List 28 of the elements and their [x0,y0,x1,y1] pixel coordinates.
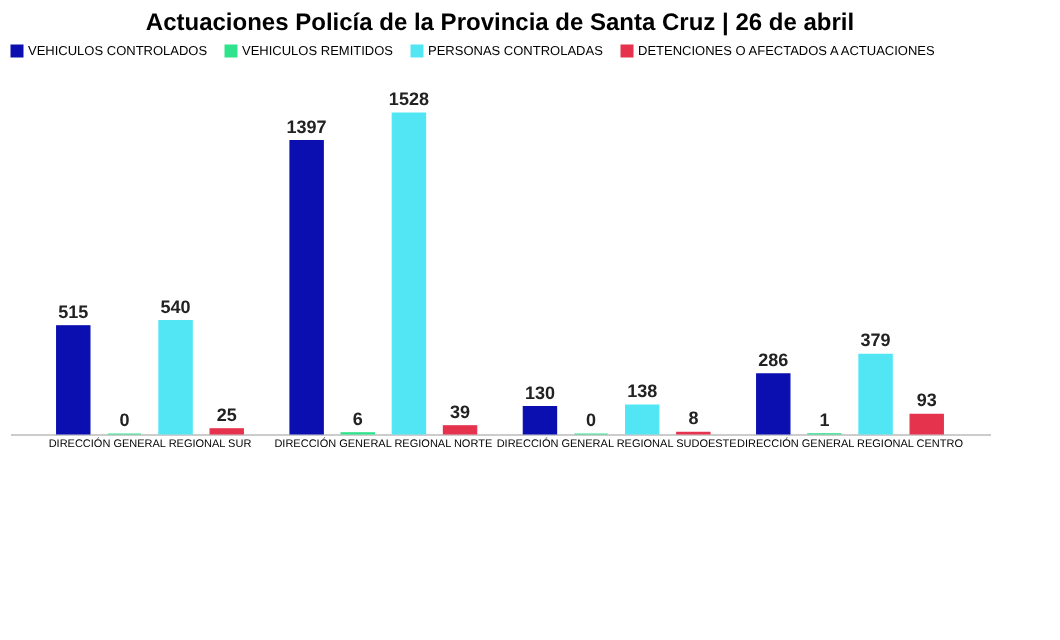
data-label: 515 [58,301,89,322]
chart-title: Actuaciones Policía de la Provincia de Santa Cruz | 26 de abril [145,8,855,36]
bar [56,325,91,435]
data-label: 286 [758,349,789,370]
bar [289,140,324,435]
bar [909,413,944,435]
data-label: 0 [119,410,130,430]
bar [158,320,193,435]
data-label: 1 [819,409,830,430]
data-label: 6 [352,408,363,429]
data-label: 130 [524,382,555,403]
bar [391,112,427,435]
data-label: 1528 [388,89,429,110]
data-label: 39 [450,401,471,422]
bar [209,428,244,435]
data-label: 1397 [286,116,327,137]
data-label: 0 [586,410,597,430]
bar [522,406,558,435]
data-label: 8 [688,408,699,429]
data-label: 540 [160,296,191,317]
bar [625,404,660,435]
data-label: 25 [216,404,237,425]
bar [756,373,791,435]
data-label: 138 [627,381,658,402]
bar [442,425,478,435]
data-label: 379 [860,330,891,351]
data-label: 93 [916,390,937,411]
bar [858,353,893,435]
